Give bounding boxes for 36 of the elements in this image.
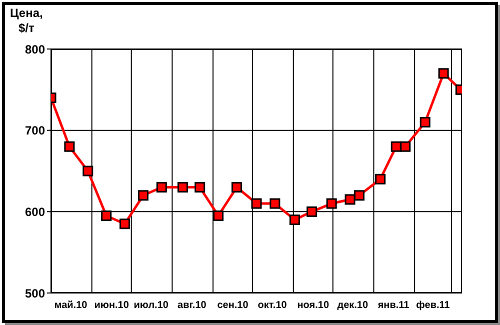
point [82,166,94,176]
point [438,68,449,79]
x-tick-label: май.10 [54,300,88,312]
x-tick-label: фев.11 [416,300,450,312]
point [354,190,364,201]
x-tick-label: авг.10 [178,300,207,312]
point [375,174,386,184]
x-tick-label: ноя.10 [297,300,330,312]
point [177,182,188,193]
x-tick-label: сен.10 [217,300,249,312]
point [326,198,337,209]
y-axis-title: Цена, $/т [10,6,43,36]
point [289,214,300,226]
y-tick-label: 500 [24,286,46,300]
y-tick-label: 800 [24,42,46,56]
y-tick-label: 600 [24,204,46,219]
point [251,198,262,209]
point [101,210,112,221]
point [194,182,206,193]
x-tick-label: июн.10 [94,300,130,312]
point [344,194,356,205]
point [213,210,224,221]
point [231,182,242,193]
point [156,182,167,193]
point [120,218,130,230]
point [400,141,411,152]
x-tick-label: дек.10 [337,300,369,312]
point [138,190,148,201]
y-tick-label: 700 [24,124,46,138]
point [64,141,75,152]
x-tick-label: июл.10 [134,300,169,312]
point [306,206,318,217]
point [420,116,430,128]
point [270,198,280,209]
x-tick-label: янв.11 [378,300,410,312]
x-tick-label: окт.10 [258,300,288,312]
